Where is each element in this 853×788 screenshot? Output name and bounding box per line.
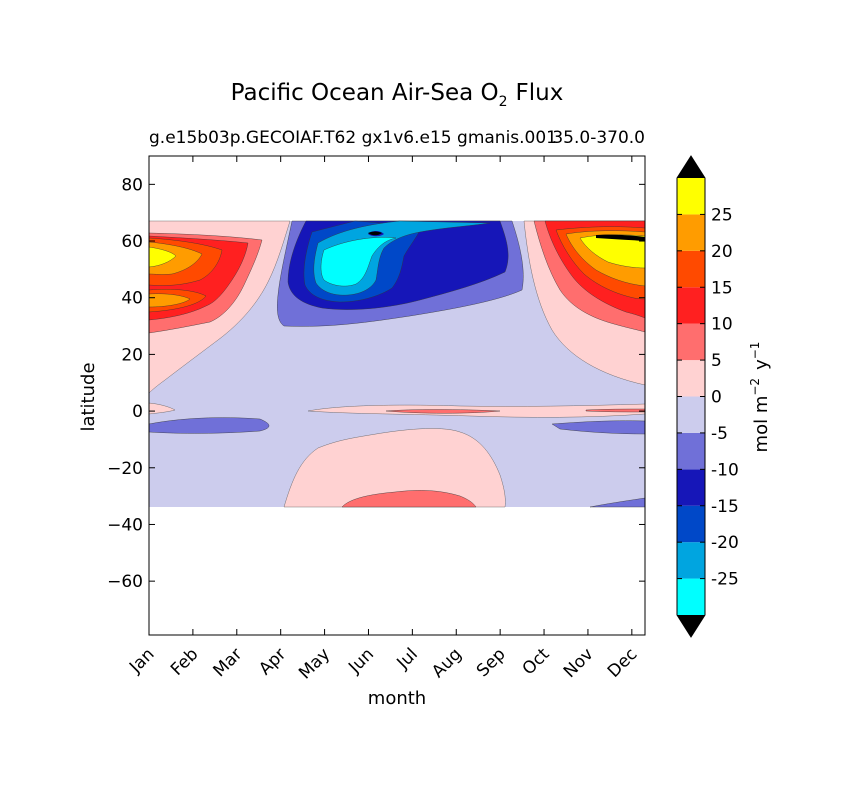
contour-band-below-neg25 xyxy=(320,237,397,287)
axes-frame xyxy=(148,155,646,636)
x-tick-label: Aug xyxy=(428,644,466,682)
x-tick-label: Jun xyxy=(344,644,378,678)
contour-band-20-25-west-lower xyxy=(149,293,191,308)
colorbar-tick-label: -20 xyxy=(711,533,739,553)
colorbar-label-unit: mol m xyxy=(751,396,772,453)
colorbar-swatch xyxy=(677,542,705,579)
colorbar-swatch xyxy=(677,178,705,215)
colorbar-extend-min xyxy=(677,615,705,637)
chart-title-main: Pacific Ocean Air-Sea O xyxy=(231,80,499,106)
x-axis-label: month xyxy=(368,688,426,709)
y-tick-label: −60 xyxy=(107,572,143,592)
contour-band-0-5-west-equator xyxy=(149,402,176,415)
y-axis: 80 60 40 20 0 −20 −40 −60 xyxy=(107,175,645,592)
colorbar-swatch xyxy=(677,432,705,470)
contour-band-neg10-neg5-southeast xyxy=(551,420,645,435)
x-tick-label: Jan xyxy=(125,644,158,677)
contour-band-5-10-equator-east xyxy=(585,408,645,413)
colorbar-tick-label: 5 xyxy=(711,351,722,371)
colorbar-swatch xyxy=(677,578,705,615)
colorbar-label-mid: y xyxy=(751,359,772,370)
x-tick-label: Dec xyxy=(604,644,641,681)
colorbar-extend-max xyxy=(677,156,705,178)
colorbar-swatch xyxy=(677,250,705,288)
x-tick-label: Jul xyxy=(393,644,422,673)
colorbar-swatch xyxy=(677,360,705,397)
contour-band-5-10-south xyxy=(341,490,477,508)
colorbar-tick-label: -15 xyxy=(711,497,739,517)
x-tick-label: Apr xyxy=(255,644,290,679)
colorbar: -25 -20 -15 -10 -5 0 5 10 15 20 25 xyxy=(676,155,739,638)
y-tick-label: −20 xyxy=(107,459,143,479)
colorbar-tick-label: 10 xyxy=(711,315,733,335)
colorbar-tick-label: -25 xyxy=(711,570,739,590)
contour-fill xyxy=(149,220,645,508)
contour-band-extreme-east xyxy=(596,234,645,241)
colorbar-tick-label: -10 xyxy=(711,460,739,480)
contour-band-0-5-south xyxy=(283,428,506,508)
contour-band-above-25-west xyxy=(149,246,177,268)
y-tick-label: 80 xyxy=(121,175,143,195)
contour-band-neg10-neg5-deep-south xyxy=(589,497,645,508)
chart-subtitle-right: 35.0-370.0 xyxy=(552,128,645,148)
contour-band-neg10-neg5-southwest xyxy=(149,417,270,434)
x-tick-label: Nov xyxy=(560,644,598,682)
x-tick-label: Mar xyxy=(209,644,246,681)
colorbar-label: mol m−2 y−1 xyxy=(748,342,772,453)
chart-title: Pacific Ocean Air-Sea O2 Flux xyxy=(231,80,564,110)
colorbar-swatch xyxy=(677,505,705,543)
x-tick-label: Feb xyxy=(167,644,202,679)
contour-band-5-10-equator-center xyxy=(385,409,501,414)
x-tick-label: Oct xyxy=(519,644,554,679)
colorbar-tick-label: 0 xyxy=(711,388,722,408)
chart-title-suffix: Flux xyxy=(516,80,564,106)
y-tick-label: −40 xyxy=(107,515,143,535)
colorbar-outline xyxy=(676,155,706,638)
y-axis-label: latitude xyxy=(78,362,99,431)
colorbar-label-sup1: −2 xyxy=(748,378,762,396)
chart-subtitle-left: g.e15b03p.GECOIAF.T62 gx1v6.e15 gmanis.0… xyxy=(149,128,557,148)
colorbar-tick-label: 20 xyxy=(711,242,733,262)
y-tick-label: 0 xyxy=(132,402,143,422)
x-tick-label: May xyxy=(295,644,334,683)
colorbar-tick-label: 25 xyxy=(711,205,733,225)
colorbar-swatch xyxy=(677,469,705,506)
y-tick-label: 60 xyxy=(121,232,143,252)
colorbar-tick-label: -5 xyxy=(711,424,728,444)
colorbar-swatch xyxy=(677,214,705,251)
contour-band-extreme-spot xyxy=(368,231,382,236)
colorbar-tick-label: 15 xyxy=(711,278,733,298)
x-tick-label: Sep xyxy=(473,644,510,681)
colorbar-label-sup2: −1 xyxy=(748,342,762,360)
chart-title-subscript: 2 xyxy=(499,94,508,110)
plot-area: 80 60 40 20 0 −20 −40 −60 Jan Feb Mar Apr May Jun Jul… xyxy=(107,155,646,683)
colorbar-swatch xyxy=(677,396,705,433)
colorbar-swatch xyxy=(677,323,705,361)
y-tick-label: 20 xyxy=(121,345,143,365)
y-tick-label: 40 xyxy=(121,289,143,309)
colorbar-swatch xyxy=(677,287,705,324)
